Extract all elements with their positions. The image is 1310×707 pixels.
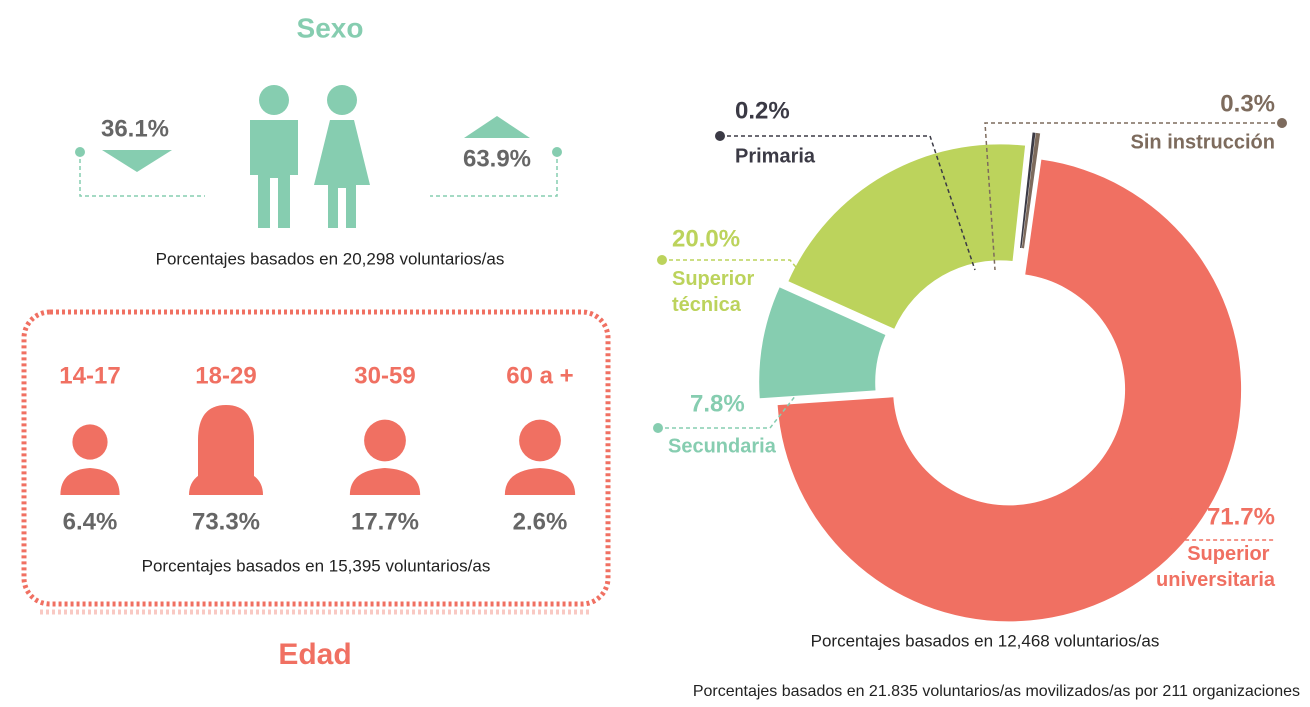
edad-title: Edad: [278, 638, 351, 671]
sexo-title: Sexo: [297, 12, 364, 43]
donut-segment: [1021, 132, 1041, 249]
mujeres-value: 63.9%: [463, 145, 531, 172]
category-label: Superior técnica: [672, 268, 760, 316]
edad-note: Porcentajes basados en 15,395 voluntario…: [142, 556, 491, 575]
value-label: 7.8%: [690, 390, 745, 417]
hombres-value: 36.1%: [101, 115, 169, 142]
leader: [79, 152, 205, 197]
age-value: 6.4%: [63, 508, 118, 535]
triangle-up: [464, 116, 530, 138]
category-label: Sin instrucción: [1131, 131, 1275, 153]
person-icon: [504, 419, 576, 495]
age-label: 18-29: [195, 362, 256, 389]
person-icon: [60, 424, 120, 495]
head: [72, 424, 108, 460]
value-label: 71.7%: [1207, 503, 1275, 530]
hair: [198, 405, 254, 485]
category-label: Secundaria: [668, 435, 777, 457]
person-icon: [349, 419, 421, 495]
dot: [657, 255, 667, 265]
value-label: 0.2%: [735, 97, 790, 124]
donut-segment: [759, 287, 886, 399]
donut-segment: [788, 144, 1026, 329]
age-value: 73.3%: [192, 508, 260, 535]
leader: [1161, 504, 1275, 541]
dot: [653, 423, 663, 433]
leader: [720, 135, 976, 271]
body: [349, 468, 421, 495]
age-label: 60 a +: [506, 362, 573, 389]
donut-segment: [777, 159, 1242, 622]
head: [519, 419, 561, 462]
donut-chart: 71.7% Superior universitaria 7.8% Secundari…: [653, 90, 1287, 622]
triangle-down: [102, 150, 172, 172]
age-label: 30-59: [354, 362, 415, 389]
dot: [1157, 500, 1167, 510]
person-icon: [189, 405, 263, 495]
age-groups: 14-17 6.4% 18-29 73.3% 30-59 17.7% 60 a + 2.6%: [59, 362, 576, 535]
woman-icon: [314, 85, 370, 228]
age-value: 2.6%: [513, 508, 568, 535]
dot: [715, 131, 725, 141]
man-icon: [250, 85, 298, 228]
leader: [984, 122, 1282, 271]
value-label: 20.0%: [672, 225, 740, 252]
chart-note: Porcentajes basados en 12,468 voluntario…: [811, 631, 1160, 650]
leader: [430, 152, 558, 197]
footer: Porcentajes basados en 21.835 voluntario…: [693, 683, 1300, 700]
dot: [1277, 118, 1287, 128]
body: [60, 468, 120, 495]
category-label: Primaria: [735, 145, 816, 167]
sexo-note: Porcentajes basados en 20,298 voluntario…: [156, 249, 505, 268]
leader: [658, 389, 801, 429]
value-label: 0.3%: [1220, 90, 1275, 117]
leader: [662, 259, 816, 291]
category-label: Superior universitaria: [1156, 543, 1276, 591]
age-label: 14-17: [59, 362, 120, 389]
head: [364, 419, 406, 462]
donut-segment: [1020, 132, 1036, 248]
age-value: 17.7%: [351, 508, 419, 535]
edad-box: [21, 309, 611, 607]
body: [504, 468, 576, 495]
